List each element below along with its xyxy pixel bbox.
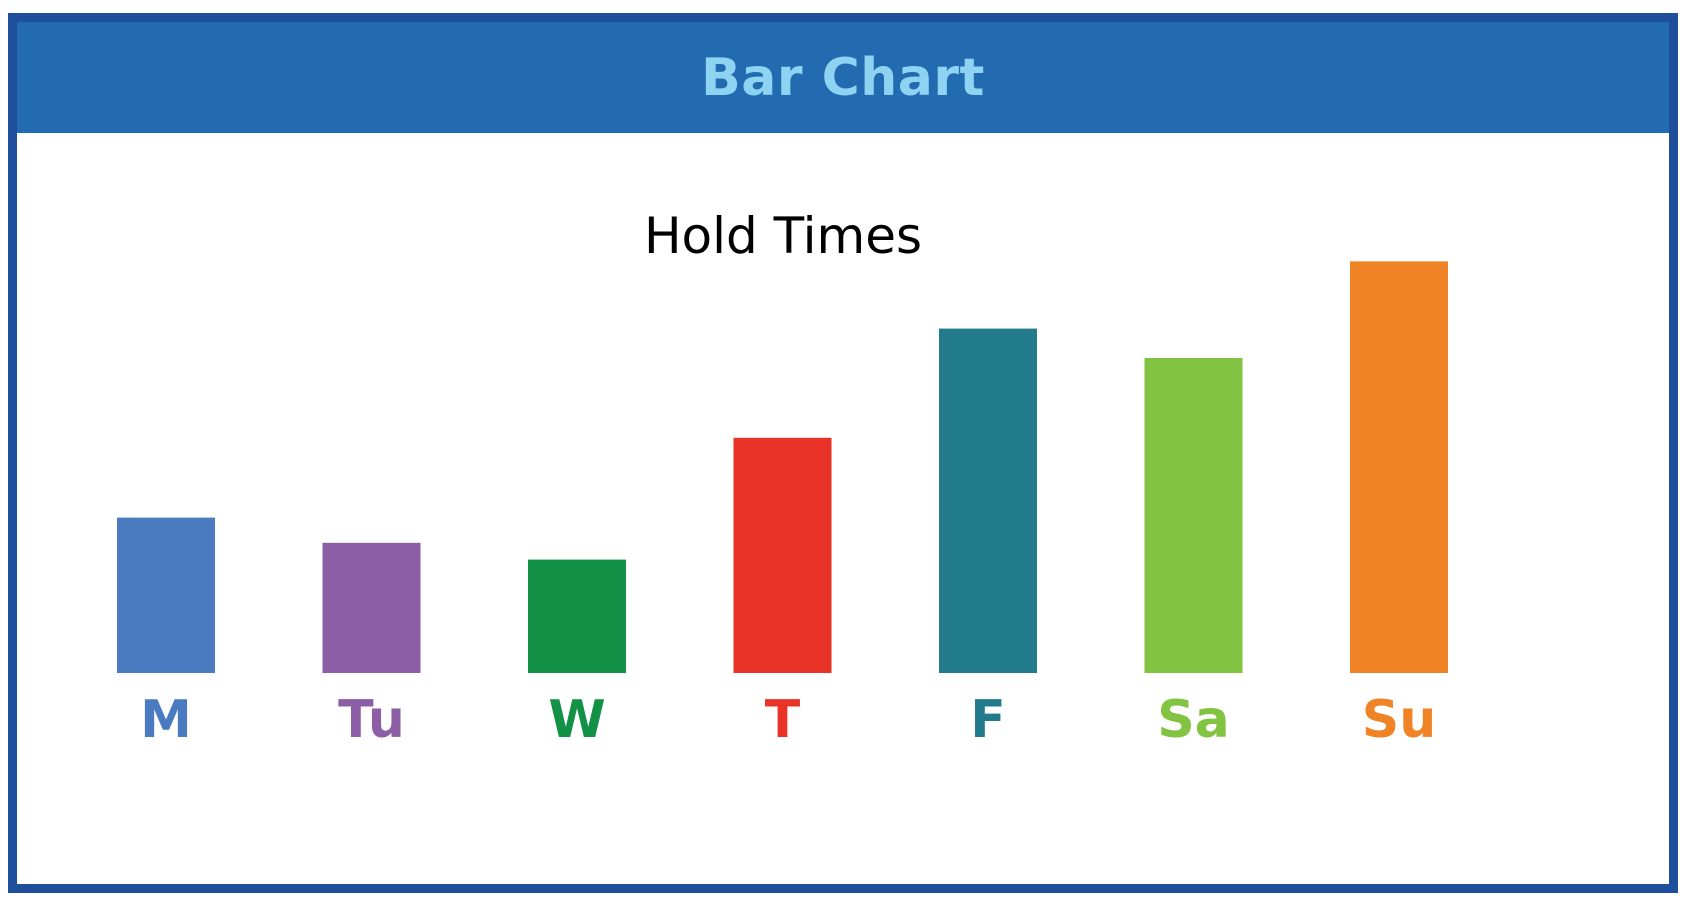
bar-f bbox=[939, 328, 1037, 673]
bar-chart: Hold Times M Tu W T F Sa Su bbox=[117, 207, 1448, 750]
chart-frame: Bar Chart Hold Times M Tu W T F Sa Su bbox=[8, 13, 1678, 893]
bar-su bbox=[1350, 261, 1448, 673]
header-title: Bar Chart bbox=[701, 47, 985, 108]
bar-w bbox=[528, 559, 626, 673]
category-label-w: W bbox=[548, 690, 605, 750]
bar-tu bbox=[322, 542, 421, 673]
bars-group bbox=[117, 261, 1448, 673]
header-bar: Bar Chart bbox=[17, 22, 1669, 133]
category-label-f: F bbox=[970, 690, 1006, 750]
chart-title: Hold Times bbox=[644, 207, 922, 265]
category-label-su: Su bbox=[1362, 690, 1436, 750]
bar-sa bbox=[1144, 358, 1243, 673]
category-labels-group: M Tu W T F Sa Su bbox=[140, 690, 1436, 750]
category-label-tu: Tu bbox=[338, 690, 405, 750]
bar-m bbox=[117, 517, 215, 673]
category-label-sa: Sa bbox=[1157, 690, 1230, 750]
category-label-m: M bbox=[140, 690, 192, 750]
bar-t bbox=[733, 437, 832, 673]
category-label-t: T bbox=[765, 690, 801, 750]
